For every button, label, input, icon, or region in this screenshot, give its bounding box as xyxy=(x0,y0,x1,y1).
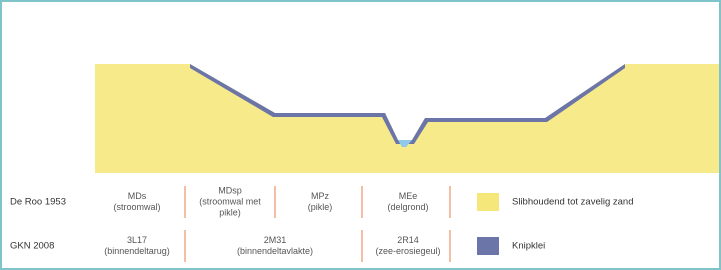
cell-text: pikle) xyxy=(219,207,241,217)
cell-text: (zee-erosiegeul) xyxy=(375,246,440,256)
cell-text: (binnendeltarug) xyxy=(104,246,170,256)
legend-label: Knipklei xyxy=(512,241,545,252)
cell-text: MPz xyxy=(311,191,330,201)
cell-text: (stroomwal) xyxy=(113,202,160,212)
table: De Roo 1953 MDs(stroomwal) MDsp(stroomwal … xyxy=(10,185,633,262)
cell-text: (stroomwal met xyxy=(199,196,261,206)
cell-text: 2R14 xyxy=(397,235,419,245)
legend-swatch xyxy=(477,193,499,211)
cell-text: 3L17 xyxy=(127,235,147,245)
cell-text: (delgrond) xyxy=(387,202,428,212)
diagram: De Roo 1953 MDs(stroomwal) MDsp(stroomwal … xyxy=(0,0,721,270)
cell-text: MDs xyxy=(128,191,147,201)
cell-text: (binnendeltavlakte) xyxy=(237,246,313,256)
cell-text: (pikle) xyxy=(308,202,333,212)
sand-body xyxy=(95,64,719,173)
legend-swatch xyxy=(477,237,499,255)
legend-label: Slibhoudend tot zavelig zand xyxy=(512,197,633,208)
row-label: GKN 2008 xyxy=(10,241,54,252)
row-label: De Roo 1953 xyxy=(10,197,66,208)
cell-text: 2M31 xyxy=(264,235,287,245)
cell-text: MEe xyxy=(399,191,418,201)
cell-text: MDsp xyxy=(218,185,242,195)
